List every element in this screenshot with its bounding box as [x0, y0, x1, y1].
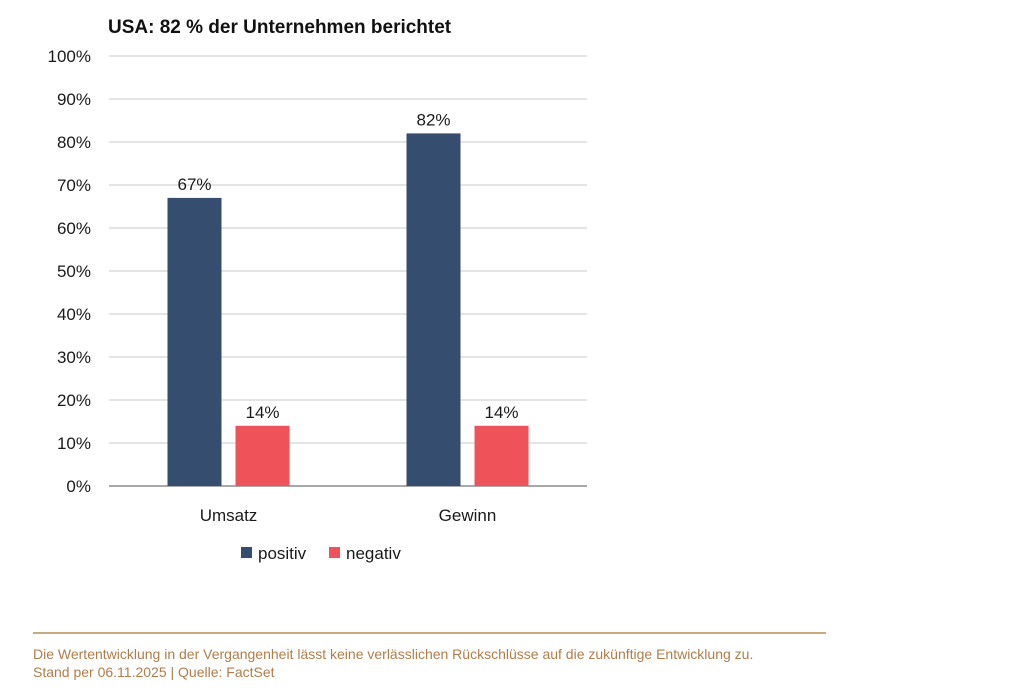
y-tick-label: 0% — [66, 477, 91, 496]
y-tick-label: 100% — [48, 47, 91, 66]
y-axis-tick-labels: 0% 10% 20% 30% 40% 50% 60% 70% 80% 90% 100% — [48, 47, 91, 496]
y-tick-label: 20% — [57, 391, 91, 410]
legend-swatch-negativ — [329, 547, 340, 558]
bar-positiv-umsatz — [167, 197, 222, 486]
y-tick-label: 30% — [57, 348, 91, 367]
bar-negativ-gewinn — [474, 425, 529, 486]
legend-label-negativ: negativ — [346, 544, 401, 563]
bar-negativ-umsatz — [235, 425, 290, 486]
data-label-negativ-umsatz: 14% — [245, 403, 279, 422]
legend-swatch-positiv — [241, 547, 252, 558]
data-label-negativ-gewinn: 14% — [484, 403, 518, 422]
bar-positiv-gewinn — [406, 133, 461, 486]
data-label-positiv-umsatz: 67% — [177, 175, 211, 194]
legend: positiv negativ — [241, 544, 401, 563]
footer-disclaimer: Die Wertentwicklung in der Vergangenheit… — [33, 646, 754, 662]
chart-title: USA: 82 % der Unternehmen berichtet — [108, 17, 452, 38]
data-label-positiv-gewinn: 82% — [416, 110, 450, 129]
y-tick-label: 50% — [57, 262, 91, 281]
y-tick-label: 40% — [57, 305, 91, 324]
y-tick-label: 10% — [57, 434, 91, 453]
y-tick-label: 70% — [57, 176, 91, 195]
bars — [167, 133, 529, 486]
y-tick-label: 80% — [57, 133, 91, 152]
y-tick-label: 60% — [57, 219, 91, 238]
x-axis-category-labels: Umsatz Gewinn — [200, 506, 497, 525]
bar-chart: USA: 82 % der Unternehmen berichtet 0% 10… — [48, 17, 587, 563]
footer-source: Stand per 06.11.2025 | Quelle: FactSet — [33, 664, 275, 680]
legend-label-positiv: positiv — [258, 544, 307, 563]
bar-data-labels: 67% 14% 82% 14% — [177, 110, 518, 421]
category-label-gewinn: Gewinn — [439, 506, 497, 525]
footer: Die Wertentwicklung in der Vergangenheit… — [33, 632, 826, 681]
y-tick-label: 90% — [57, 90, 91, 109]
category-label-umsatz: Umsatz — [200, 506, 258, 525]
